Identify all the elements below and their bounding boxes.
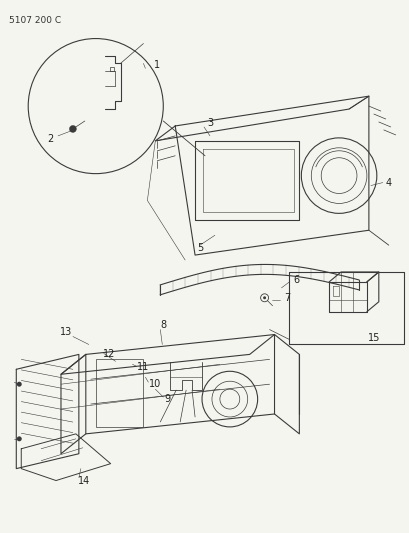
Text: 6: 6	[292, 275, 299, 285]
Text: 12: 12	[102, 350, 115, 359]
Circle shape	[263, 296, 265, 299]
Bar	[109, 67, 113, 71]
Text: 13: 13	[60, 327, 72, 336]
Text: 15: 15	[367, 333, 379, 343]
Text: 11: 11	[137, 362, 149, 373]
Text: 14: 14	[78, 475, 90, 486]
Text: 8: 8	[160, 320, 166, 329]
Text: 3: 3	[207, 118, 213, 128]
Text: 5107 200 C: 5107 200 C	[9, 15, 61, 25]
Text: 9: 9	[164, 394, 170, 404]
Circle shape	[17, 437, 22, 441]
Text: 2: 2	[47, 134, 53, 144]
Text: 1: 1	[154, 60, 160, 70]
Text: 7: 7	[283, 293, 290, 303]
Circle shape	[17, 382, 22, 386]
Bar	[96, 359, 143, 427]
Text: 10: 10	[149, 379, 161, 389]
Circle shape	[69, 125, 76, 132]
Text: 5: 5	[196, 243, 203, 253]
Text: 4: 4	[385, 177, 391, 188]
